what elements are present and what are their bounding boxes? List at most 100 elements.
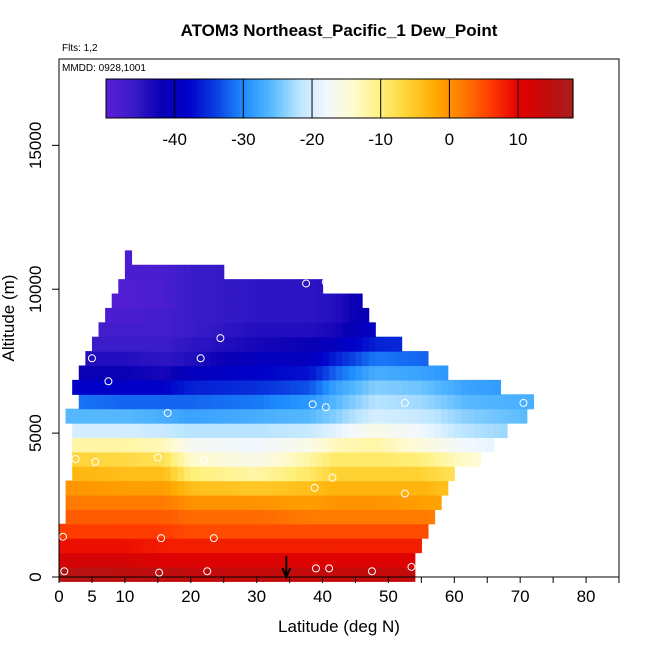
- heatmap-cell: [421, 451, 429, 467]
- heatmap-cell: [184, 351, 192, 367]
- heatmap-cell: [289, 307, 297, 323]
- heatmap-cell: [85, 437, 93, 453]
- y-tick-label: 15000: [26, 122, 45, 169]
- heatmap-cell: [381, 538, 390, 554]
- colorbar-frame: [105, 78, 574, 119]
- heatmap-cell: [526, 394, 534, 410]
- heatmap-cell: [164, 566, 172, 582]
- heatmap-cell: [315, 423, 324, 439]
- heatmap-cell: [467, 408, 475, 424]
- heatmap-cell: [111, 480, 119, 496]
- heatmap-cell: [91, 408, 100, 424]
- heatmap-cell: [348, 509, 357, 525]
- heatmap-cell: [263, 494, 271, 510]
- heatmap-cell: [302, 494, 310, 510]
- heatmap-cell: [342, 451, 350, 467]
- heatmap-cell: [105, 566, 113, 582]
- heatmap-cell: [118, 351, 126, 367]
- heatmap-cell: [263, 379, 271, 395]
- heatmap-cell: [91, 379, 100, 395]
- heatmap-cell: [467, 423, 475, 439]
- heatmap-cell: [177, 437, 185, 453]
- heatmap-cell: [105, 408, 113, 424]
- heatmap-cell: [177, 394, 185, 410]
- heatmap-cell: [276, 480, 284, 496]
- heatmap-cell: [401, 509, 409, 525]
- observation-point: [367, 567, 376, 576]
- heatmap-cell: [131, 322, 139, 338]
- heatmap-cell: [362, 451, 370, 467]
- heatmap-cell: [368, 365, 376, 381]
- heatmap-cell: [138, 566, 146, 582]
- heatmap-cell: [434, 480, 442, 496]
- heatmap-cell: [388, 552, 396, 568]
- colorbar-segment: [411, 79, 416, 118]
- heatmap-cell: [91, 538, 100, 554]
- heatmap-cell: [250, 394, 258, 410]
- x-tick-label: 10: [115, 587, 134, 606]
- heatmap-cell: [329, 365, 337, 381]
- colorbar-segment: [263, 79, 268, 118]
- heatmap-cell: [348, 466, 357, 482]
- heatmap-cell: [388, 480, 396, 496]
- heatmap-cell: [144, 494, 152, 510]
- heatmap-cell: [210, 451, 218, 467]
- heatmap-cell: [78, 423, 86, 439]
- heatmap-cell: [157, 494, 166, 510]
- heatmap-cell: [164, 494, 172, 510]
- heatmap-cell: [85, 538, 93, 554]
- colorbar-segment: [147, 79, 152, 118]
- heatmap-cell: [381, 423, 390, 439]
- heatmap-cell: [395, 336, 403, 352]
- heatmap-cell: [388, 509, 396, 525]
- heatmap-cell: [388, 466, 396, 482]
- heatmap-cell: [368, 408, 376, 424]
- heatmap-cell: [111, 336, 119, 352]
- heatmap-cell: [375, 509, 383, 525]
- colorbar-segment: [452, 79, 457, 118]
- heatmap-cell: [78, 437, 86, 453]
- heatmap-cell: [131, 351, 139, 367]
- heatmap-cell: [348, 351, 357, 367]
- heatmap-cell: [388, 437, 396, 453]
- heatmap-cell: [263, 509, 271, 525]
- heatmap-cell: [309, 322, 317, 338]
- heatmap-cell: [85, 494, 93, 510]
- heatmap-cell: [91, 494, 100, 510]
- heatmap-cell: [276, 365, 284, 381]
- heatmap-cell: [283, 351, 291, 367]
- heatmap-cell: [217, 279, 225, 295]
- colorbar-segment: [366, 79, 372, 118]
- heatmap-cell: [401, 394, 409, 410]
- heatmap-cell: [401, 480, 409, 496]
- heatmap-cell: [375, 437, 383, 453]
- heatmap-cell: [78, 494, 86, 510]
- heatmap-cell: [401, 423, 409, 439]
- heatmap-cell: [335, 451, 343, 467]
- colorbar-segment: [312, 79, 317, 118]
- heatmap-cell: [171, 466, 179, 482]
- heatmap-cell: [276, 394, 284, 410]
- heatmap-cell: [421, 423, 429, 439]
- heatmap-cell: [203, 466, 212, 482]
- heatmap-cell: [250, 437, 258, 453]
- heatmap-cell: [210, 423, 218, 439]
- heatmap-cell: [197, 365, 205, 381]
- heatmap-cell: [171, 293, 179, 309]
- heatmap-cell: [184, 408, 192, 424]
- heatmap-cell: [302, 351, 310, 367]
- heatmap-cell: [184, 307, 192, 323]
- colorbar-segment: [315, 79, 320, 118]
- heatmap-cell: [78, 365, 86, 381]
- observation-point: [163, 408, 172, 417]
- heatmap-cell: [283, 293, 291, 309]
- colorbar-tick-label: 10: [509, 130, 528, 149]
- heatmap-cell: [230, 494, 238, 510]
- heatmap-cell: [171, 264, 179, 280]
- colorbar-segment: [106, 79, 111, 118]
- heatmap-cell: [171, 365, 179, 381]
- heatmap-cell: [329, 480, 337, 496]
- heatmap-cell: [124, 538, 133, 554]
- heatmap-cell: [256, 494, 264, 510]
- heatmap-cell: [447, 394, 455, 410]
